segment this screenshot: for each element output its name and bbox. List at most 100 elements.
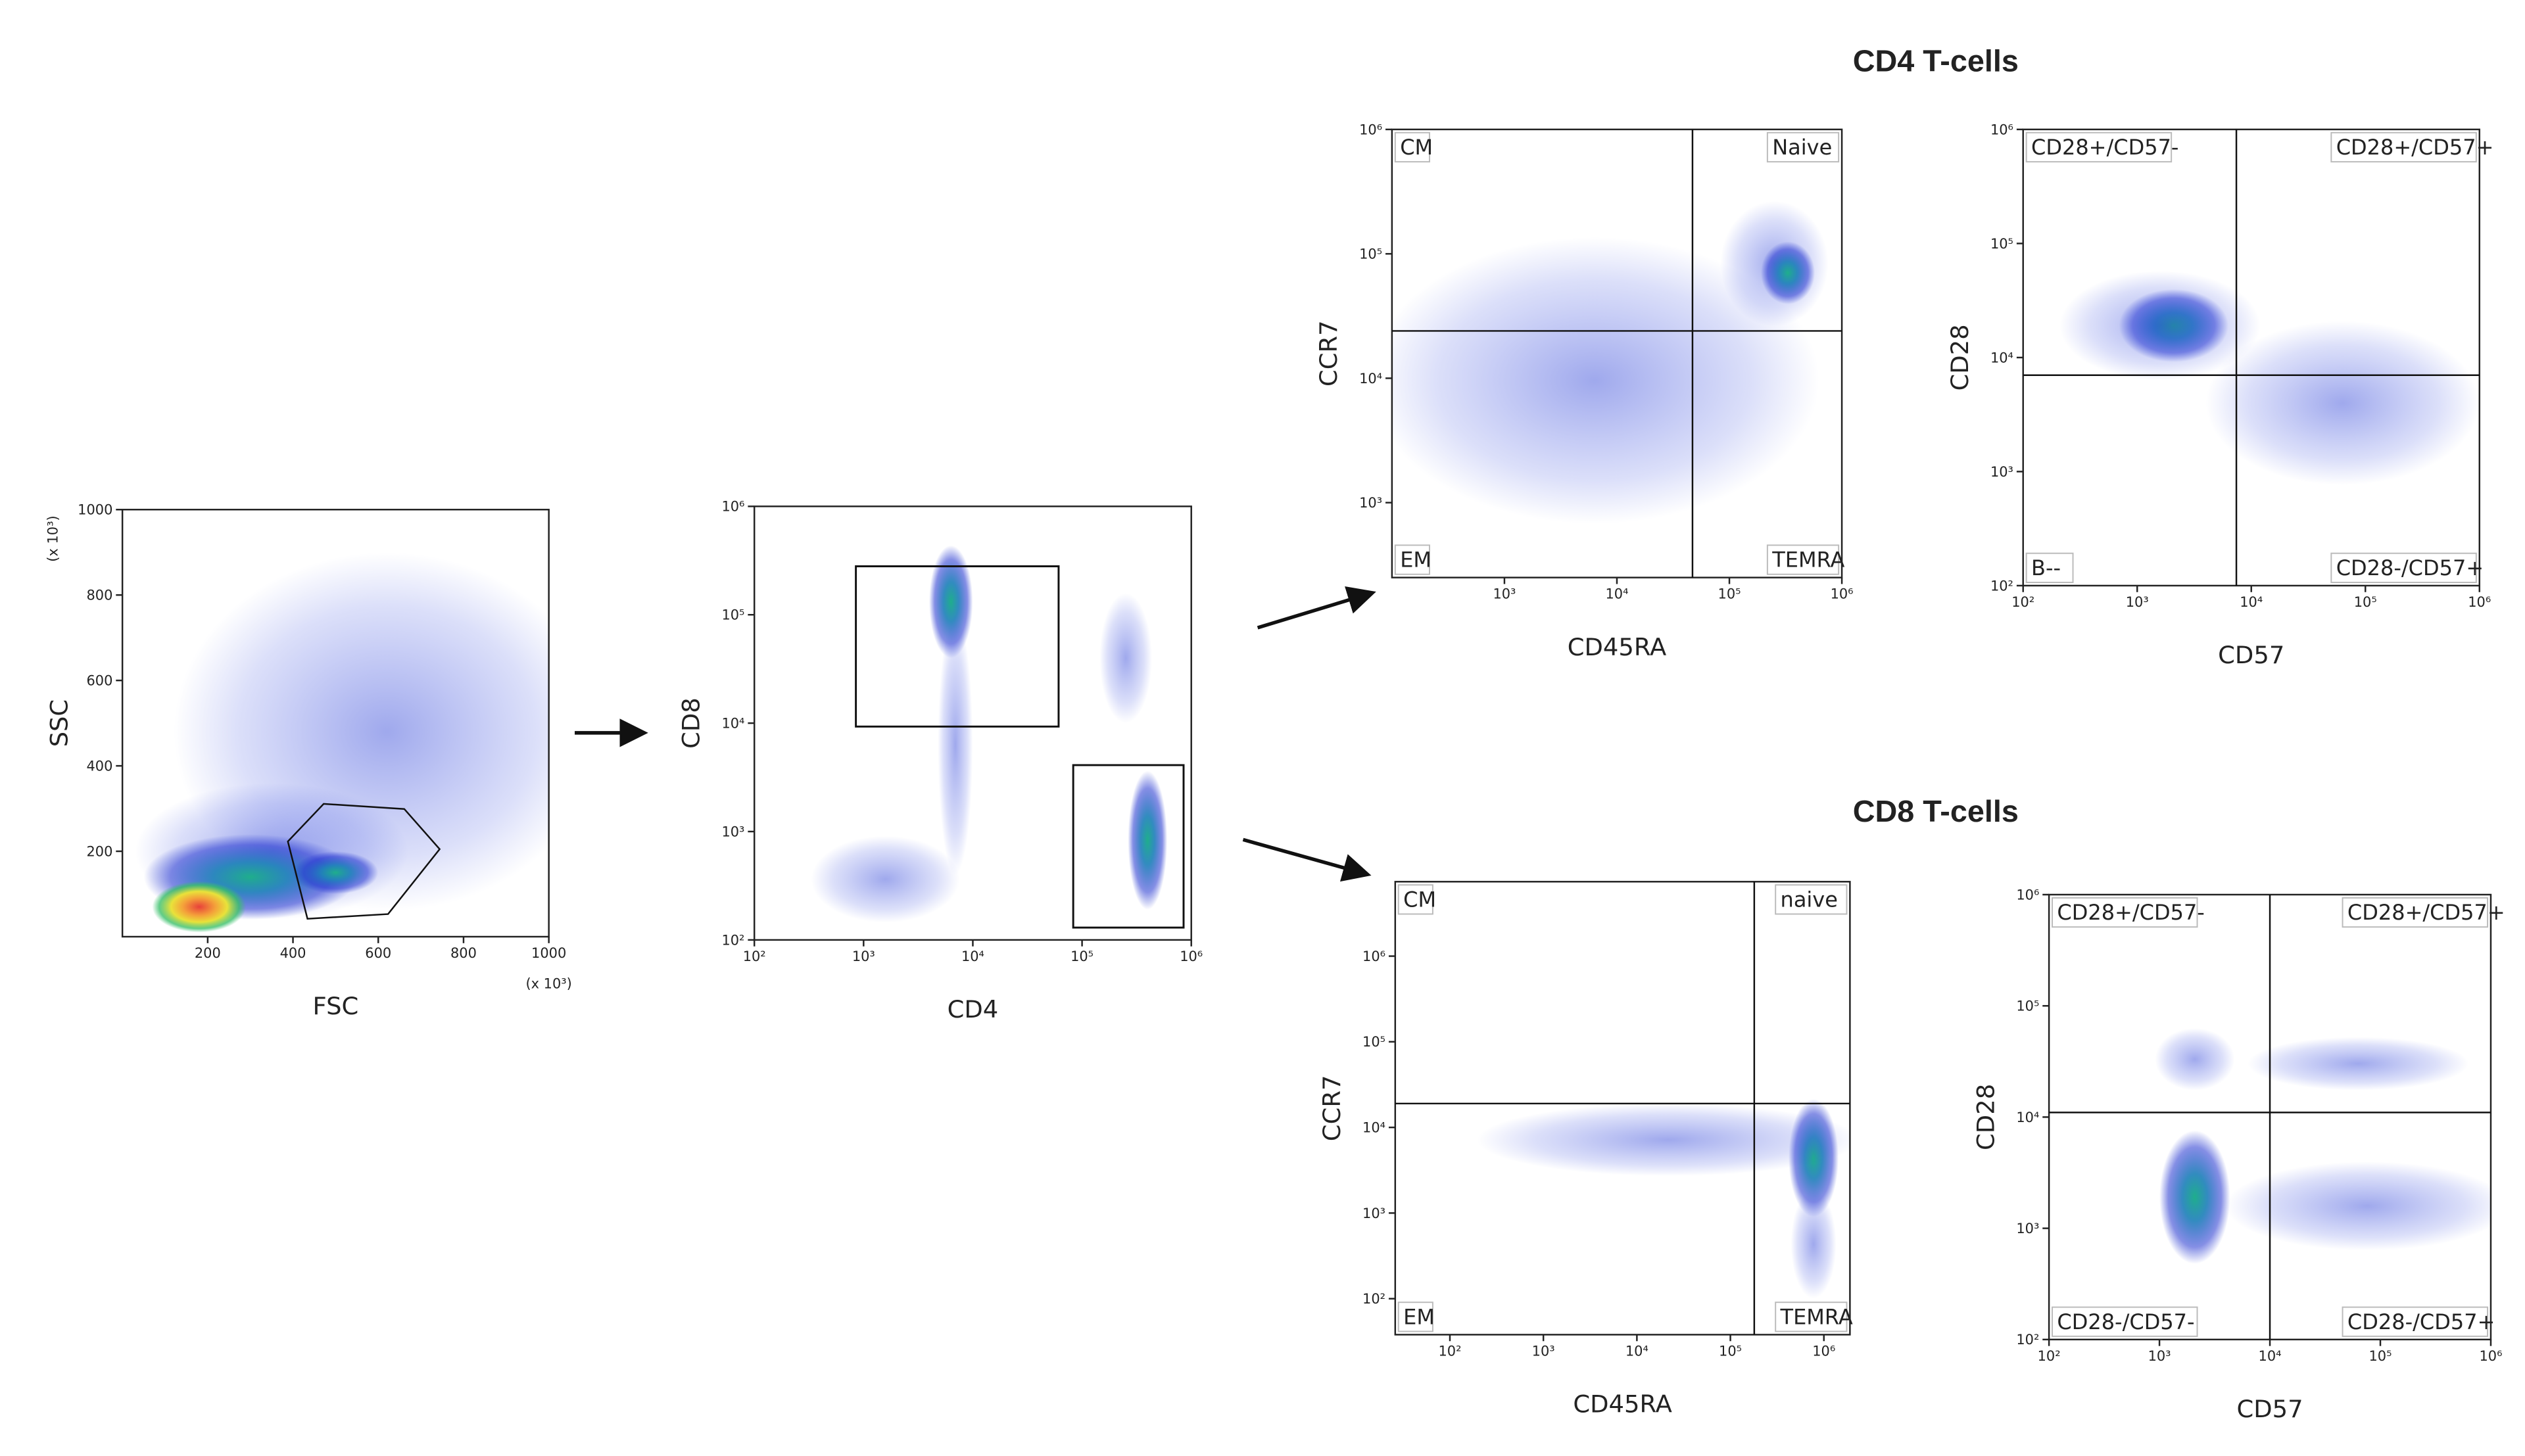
- density-cloud: [2159, 1130, 2230, 1264]
- quadrant-label-box: [1775, 1302, 1848, 1332]
- x-tick-label: 10⁴: [2259, 1348, 2282, 1364]
- y-tick-label: 10³: [1990, 464, 2013, 480]
- quadrant-label: CM: [1400, 135, 1433, 160]
- y-axis-label: CD8: [677, 697, 706, 749]
- quadrant-label-box: [1766, 544, 1840, 575]
- quadrant-label-box: [2052, 897, 2198, 928]
- density-cloud: [1477, 1103, 1850, 1177]
- x-axis-label: CD4: [948, 995, 999, 1023]
- y-tick-label: 10⁶: [2016, 887, 2039, 903]
- density: [2059, 271, 2480, 486]
- quadrant-label: CD28-/CD57+: [2336, 555, 2484, 580]
- quadrant-label: CD28+/CD57-: [2031, 135, 2178, 160]
- quadrant-label: CD28-/CD57-: [2057, 1309, 2194, 1334]
- x-tick-label: 10⁴: [1625, 1343, 1648, 1359]
- plot: 200 400 600 800 1000 200 400 600 800 1000 FSC SSC (x…: [45, 502, 571, 1020]
- quadrant-label-box: [1394, 544, 1430, 575]
- x-tick-label: 10⁵: [1718, 586, 1741, 602]
- x-axis-label: CD45RA: [1573, 1390, 1672, 1419]
- x-unit: (x 10³): [525, 976, 571, 992]
- x-tick-label: 10²: [2011, 594, 2034, 610]
- quadrant-label-box: [2342, 897, 2489, 928]
- quadrant-label: CD28+/CD57+: [2336, 135, 2494, 160]
- plot-frame: [1394, 881, 1851, 1336]
- y-axis-label: CD28: [1971, 1084, 2000, 1150]
- y-tick-label: 10⁶: [721, 499, 744, 515]
- quadrant-label: TEMRA: [1771, 548, 1844, 573]
- y-tick-label: 10⁵: [2016, 998, 2039, 1014]
- group-title: CD8 T-cells: [1853, 794, 2019, 828]
- plot: 10² 10³ 10⁴ 10⁵ 10⁶ 10² 10³ 10⁴ 10⁵ 10⁶ CD4 CD8: [677, 499, 1203, 1023]
- y-tick-label: 10⁵: [1359, 247, 1382, 262]
- y-axis-label: CCR7: [1314, 320, 1343, 387]
- plot: 10² 10³ 10⁴ 10⁵ 10⁶ 10² 10³ 10⁴ 10⁵ 10⁶ CD45RA CCR7…: [1318, 794, 2019, 1418]
- x-tick-label: 10⁶: [2468, 594, 2491, 610]
- density-cloud: [938, 615, 973, 875]
- x-tick-label: 10⁵: [1070, 949, 1094, 964]
- x-tick-label: 200: [195, 945, 221, 961]
- quadrant-label-box: [1775, 884, 1848, 915]
- quadrant-label: CD28+/CD57+: [2347, 900, 2505, 925]
- y-tick-label: 10⁵: [1362, 1034, 1385, 1050]
- x-tick-label: 10²: [743, 949, 766, 964]
- x-tick-label: 10³: [2126, 594, 2149, 610]
- density-cloud: [2059, 271, 2261, 381]
- density-cloud: [2248, 1037, 2469, 1091]
- density-cloud: [811, 835, 960, 923]
- y-axis-label: CCR7: [1318, 1075, 1346, 1142]
- quadrant-label-box: [1397, 884, 1433, 915]
- quadrant-label-box: [2330, 131, 2477, 163]
- y-tick-label: 400: [86, 758, 112, 774]
- quadrant-label: B--: [2031, 555, 2061, 580]
- x-tick-label: 10³: [1532, 1343, 1555, 1359]
- x-tick-label: 800: [450, 945, 477, 961]
- quadrant-label-box: [2342, 1306, 2489, 1337]
- x-tick-label: 10²: [1439, 1343, 1462, 1359]
- density-cloud: [152, 881, 247, 933]
- y-tick-label: 1000: [78, 502, 112, 518]
- y-tick-label: 600: [86, 673, 112, 689]
- y-tick-label: 10⁴: [2016, 1110, 2039, 1125]
- y-tick-label: 10⁴: [721, 716, 744, 732]
- plot: 10² 10³ 10⁴ 10⁵ 10⁶ 10² 10³ 10⁴ 10⁵ 10⁶ CD57 CD28 CD…: [1946, 122, 2493, 669]
- x-axis-label: CD57: [2218, 641, 2284, 669]
- x-tick-label: 10³: [1493, 586, 1516, 602]
- y-tick-label: 10³: [1359, 495, 1382, 511]
- density-cloud: [1128, 770, 1168, 910]
- x-axis-label: CD45RA: [1568, 633, 1667, 661]
- density-cloud: [293, 851, 379, 895]
- x-tick-label: 10⁴: [2240, 594, 2263, 610]
- plot: 10² 10³ 10⁴ 10⁵ 10⁶ 10² 10³ 10⁴ 10⁵ 10⁶ CD57 CD28 CD…: [1971, 887, 2505, 1423]
- quadrant-label: CD28+/CD57-: [2057, 900, 2204, 925]
- x-tick-label: 10⁶: [2479, 1348, 2502, 1364]
- plot: 10³ 10⁴ 10⁵ 10⁶ 10³ 10⁴ 10⁵ 10⁶ CD45RA CCR7 CD4 T-…: [1314, 43, 2019, 661]
- x-tick-label: 10⁵: [2369, 1348, 2392, 1364]
- quadrant-label-box: [1766, 131, 1840, 163]
- gate: [1072, 764, 1185, 929]
- density: [1477, 1099, 1850, 1299]
- quadrant-label-box: [1397, 1302, 1433, 1332]
- y-tick-label: 10⁴: [1362, 1119, 1385, 1135]
- density-cloud: [2155, 1028, 2235, 1091]
- x-tick-label: 10⁴: [961, 949, 984, 964]
- y-tick-label: 10⁴: [1359, 371, 1382, 387]
- density-cloud: [2205, 321, 2480, 486]
- quadrant-label-box: [2052, 1306, 2198, 1337]
- y-tick-label: 10³: [1362, 1206, 1385, 1221]
- y-axis-label: CD28: [1946, 324, 1974, 390]
- y-tick-label: 10²: [2016, 1332, 2039, 1348]
- y-tick-label: 10⁶: [1362, 949, 1385, 964]
- y-tick-label: 10⁶: [1990, 122, 2013, 137]
- quadrant-label: EM: [1400, 548, 1431, 573]
- y-tick-label: 10²: [1990, 578, 2013, 594]
- gate: [855, 565, 1060, 728]
- y-tick-label: 10⁵: [1990, 236, 2013, 252]
- density-cloud: [1791, 1189, 1837, 1299]
- density-cloud: [1099, 593, 1152, 724]
- y-tick-label: 10³: [721, 824, 744, 839]
- x-tick-label: 1000: [531, 945, 566, 961]
- x-tick-label: 400: [280, 945, 306, 961]
- quadrant-label-box: [2025, 552, 2074, 583]
- quadrant-label: EM: [1403, 1304, 1435, 1329]
- x-axis-label: FSC: [313, 992, 359, 1020]
